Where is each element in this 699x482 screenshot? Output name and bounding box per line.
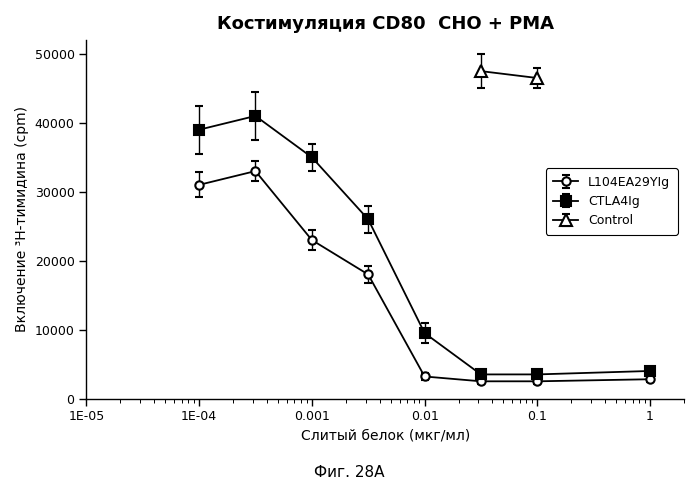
Text: Фиг. 28A: Фиг. 28A <box>315 465 384 480</box>
Y-axis label: Включение ³H-тимидина (cpm): Включение ³H-тимидина (cpm) <box>15 107 29 332</box>
Legend: L104EA29YIg, CTLA4Ig, Control: L104EA29YIg, CTLA4Ig, Control <box>546 168 678 235</box>
Title: Костимуляция CD80  CHO + PMA: Костимуляция CD80 CHO + PMA <box>217 15 554 33</box>
X-axis label: Слитый белок (мкг/мл): Слитый белок (мкг/мл) <box>301 429 470 443</box>
